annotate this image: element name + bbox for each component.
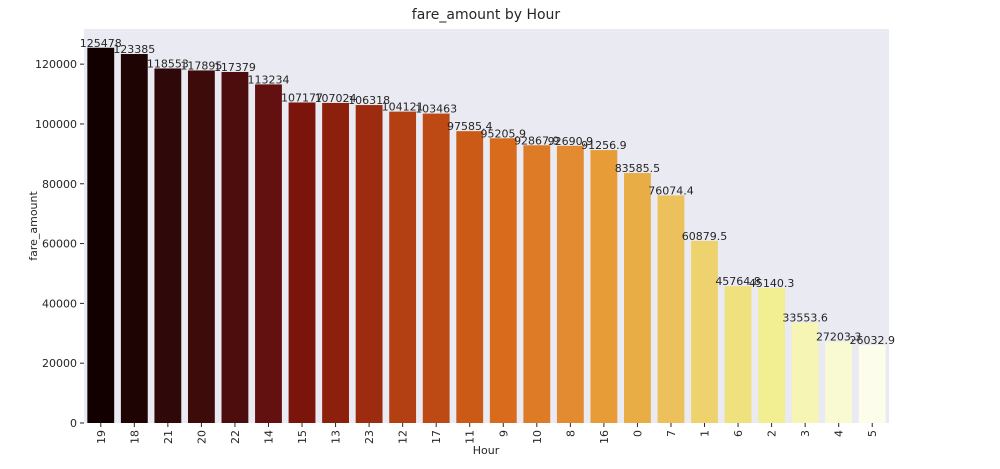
bar-hour-14: [255, 84, 282, 424]
bar-value-label: 107177: [281, 91, 323, 104]
bar-hour-13: [322, 102, 349, 424]
y-tick-label: 100000: [35, 118, 77, 131]
x-tick-label: 12: [397, 430, 410, 444]
bar-hour-20: [187, 70, 215, 424]
bar-value-label: 118553: [147, 57, 189, 70]
bar-hour-16: [590, 150, 618, 424]
bar-hour-6: [724, 286, 752, 423]
chart-title: fare_amount by Hour: [412, 7, 561, 23]
x-tick-label: 2: [766, 430, 779, 437]
x-tick-label: 14: [262, 430, 275, 444]
bar-hour-10: [523, 145, 551, 423]
bar-value-label: 76074.4: [648, 185, 694, 198]
bar-value-label: 92867.9: [514, 134, 560, 147]
bar-value-label: 45764.8: [715, 275, 761, 288]
y-tick-label: 0: [70, 417, 77, 430]
x-tick-label: 7: [665, 430, 678, 437]
bar-value-label: 95205.9: [481, 127, 527, 140]
x-axis-label: Hour: [473, 444, 500, 457]
bar-value-label: 45140.3: [749, 277, 795, 290]
bar-hour-18: [120, 54, 148, 424]
bar-hour-23: [355, 105, 383, 423]
x-tick-label: 15: [296, 430, 309, 444]
bar-value-label: 27203.3: [816, 331, 862, 344]
bar-hour-11: [456, 131, 484, 423]
bar-hour-8: [556, 145, 584, 423]
x-tick-label: 23: [363, 430, 376, 444]
bar-hour-19: [87, 47, 115, 424]
y-tick-label: 60000: [42, 238, 77, 251]
bar-value-label: 106318: [348, 94, 390, 107]
x-tick-label: 11: [464, 430, 477, 444]
y-tick-label: 20000: [42, 357, 77, 370]
x-axis-ticks: 19 18 21 20 22 14 15 13 23 12 17 11 9 10 8 16 0 7 1 6 2 3 4 5: [95, 423, 879, 444]
y-axis-ticks: 0 20000 40000 60000 80000 100000 120000: [35, 58, 84, 430]
x-tick-label: 4: [833, 430, 846, 437]
x-tick-label: 17: [430, 430, 443, 444]
bar-hour-1: [691, 240, 718, 423]
y-tick-label: 120000: [35, 58, 77, 71]
bar-value-label: 83585.5: [615, 162, 661, 175]
x-tick-label: 16: [598, 430, 611, 444]
x-tick-label: 5: [866, 430, 879, 437]
x-tick-label: 13: [330, 430, 343, 444]
plot-area: [84, 29, 889, 423]
bar-value-label: 125478: [80, 37, 122, 50]
bar-value-label: 60879.5: [682, 230, 728, 243]
x-tick-label: 22: [229, 430, 242, 444]
x-tick-label: 8: [564, 430, 577, 437]
bar-hour-3: [791, 322, 819, 423]
bar-hour-7: [657, 195, 685, 423]
bar-hour-5: [858, 345, 886, 423]
bar-value-label: 33553.6: [782, 312, 828, 325]
y-tick-label: 40000: [42, 297, 77, 310]
bar-value-label: 92690.9: [548, 135, 594, 148]
bar-hour-22: [221, 71, 249, 424]
x-tick-label: 20: [195, 430, 208, 444]
x-tick-label: 21: [162, 430, 175, 444]
y-axis-label: fare_amount: [27, 191, 40, 261]
bar-value-label: 91256.9: [581, 139, 627, 152]
bar-hour-0: [624, 173, 651, 423]
bar-hour-9: [489, 138, 517, 423]
x-tick-label: 6: [732, 430, 745, 437]
x-tick-label: 10: [531, 430, 544, 444]
bar-value-label: 113234: [247, 73, 289, 86]
bar-hour-2: [758, 288, 786, 423]
bar-value-label: 117895: [180, 59, 222, 72]
bar-value-label: 104121: [382, 101, 424, 114]
bar-value-label: 26032.9: [849, 334, 895, 347]
x-tick-label: 19: [95, 430, 108, 444]
x-tick-label: 0: [631, 430, 644, 437]
bar-hour-15: [288, 102, 316, 424]
x-tick-label: 18: [128, 430, 141, 444]
bar-hour-21: [154, 68, 182, 424]
bar-value-label: 97585.4: [447, 120, 493, 133]
bar-hour-12: [389, 111, 417, 423]
bar-value-label: 103463: [415, 103, 457, 116]
x-tick-label: 1: [699, 430, 712, 437]
x-tick-label: 3: [799, 430, 812, 437]
bar-hour-4: [825, 341, 853, 423]
bar-value-label: 117379: [214, 61, 256, 74]
bar-value-label: 107024: [315, 92, 357, 105]
y-tick-label: 80000: [42, 178, 77, 191]
bar-value-label: 123385: [113, 43, 155, 56]
x-tick-label: 9: [497, 430, 510, 437]
bar-hour-17: [422, 113, 450, 423]
